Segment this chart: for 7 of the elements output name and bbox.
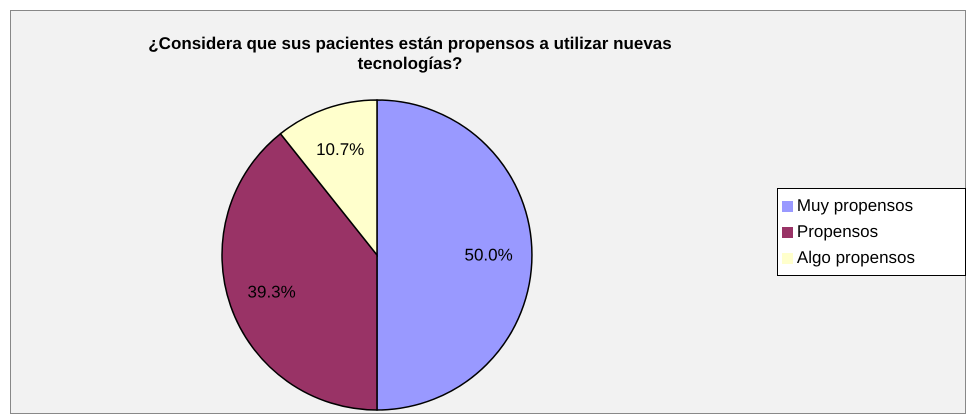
legend-label: Propensos [796, 222, 878, 241]
chart-title: ¿Considera que sus pacientes están propensos a utilizar nuevas tecnologías? [147, 34, 673, 74]
data-label: 10.7% [316, 140, 364, 160]
data-label: 39.3% [248, 282, 296, 302]
legend-label: Muy propensos [796, 196, 914, 215]
legend-label: Algo propensos [796, 248, 915, 267]
data-label: 50.0% [464, 246, 513, 264]
